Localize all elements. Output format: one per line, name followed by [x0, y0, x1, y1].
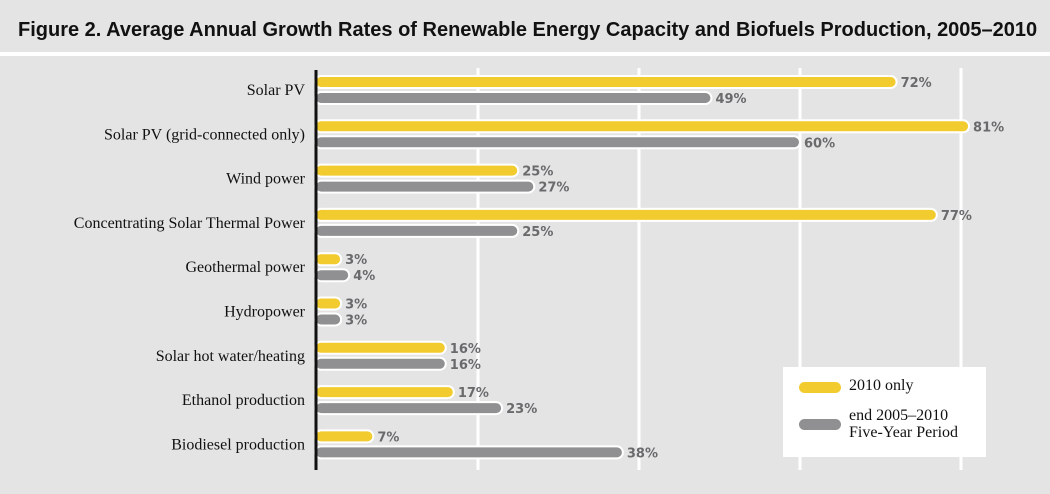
bar-2010	[314, 252, 343, 267]
bar-2010	[314, 429, 375, 444]
bar-2010	[314, 340, 447, 355]
data-label: 60%	[804, 136, 835, 151]
data-label: 77%	[941, 209, 972, 224]
data-label: 7%	[377, 430, 399, 445]
bar-five-year	[314, 445, 624, 460]
legend-item-five-year: end 2005–2010 Five-Year Period	[783, 406, 986, 446]
chart-title: Figure 2. Average Annual Growth Rates of…	[18, 19, 1038, 41]
category-label: Biodiesel production	[171, 436, 305, 453]
legend-label-2010: 2010 only	[849, 377, 913, 394]
category-label: Geothermal power	[185, 259, 305, 276]
category-label: Hydropower	[224, 304, 306, 321]
legend-item-2010: 2010 only	[783, 376, 986, 396]
legend-swatch-five-year	[799, 419, 841, 430]
bar-2010	[314, 163, 520, 178]
bar-five-year	[314, 135, 801, 150]
bar-2010	[314, 385, 455, 400]
data-label: 25%	[522, 225, 553, 240]
category-label: Concentrating Solar Thermal Power	[74, 215, 306, 232]
bar-five-year	[314, 312, 343, 327]
title-divider	[0, 52, 1050, 56]
category-label: Ethanol production	[182, 392, 305, 409]
data-label: 3%	[345, 298, 367, 313]
legend-label-line: end 2005–2010	[849, 407, 949, 424]
legend-swatch-2010	[799, 382, 841, 393]
data-label: 16%	[450, 358, 481, 373]
chart-legend: 2010 only end 2005–2010 Five-Year Period	[783, 367, 986, 457]
data-label: 38%	[627, 446, 658, 461]
bar-five-year	[314, 268, 351, 283]
data-label: 17%	[458, 386, 489, 401]
category-label: Solar PV (grid-connected only)	[104, 126, 305, 143]
data-label: 4%	[353, 269, 375, 284]
bar-five-year	[314, 223, 520, 238]
category-label: Solar hot water/heating	[156, 348, 305, 365]
bar-2010	[314, 296, 343, 311]
bar-2010	[314, 119, 971, 134]
data-label: 49%	[715, 92, 746, 107]
category-label: Wind power	[226, 171, 306, 188]
data-label: 81%	[973, 120, 1004, 135]
bar-five-year	[314, 401, 504, 416]
category-label: Solar PV	[247, 82, 306, 99]
legend-label-five-year: end 2005–2010 Five-Year Period	[849, 407, 958, 441]
data-label: 72%	[901, 76, 932, 91]
legend-label-line: 2010 only	[849, 377, 914, 394]
data-label: 3%	[345, 253, 367, 268]
bar-five-year	[314, 179, 536, 194]
bar-five-year	[314, 91, 713, 105]
bar-2010	[314, 75, 898, 89]
data-label: 25%	[522, 165, 553, 180]
bar-five-year	[314, 356, 447, 371]
bar-2010	[314, 207, 938, 222]
legend-label-line: Five-Year Period	[849, 424, 959, 441]
data-label: 16%	[450, 342, 481, 357]
data-label: 23%	[506, 402, 537, 417]
data-label: 3%	[345, 314, 367, 329]
data-label: 27%	[538, 181, 569, 196]
